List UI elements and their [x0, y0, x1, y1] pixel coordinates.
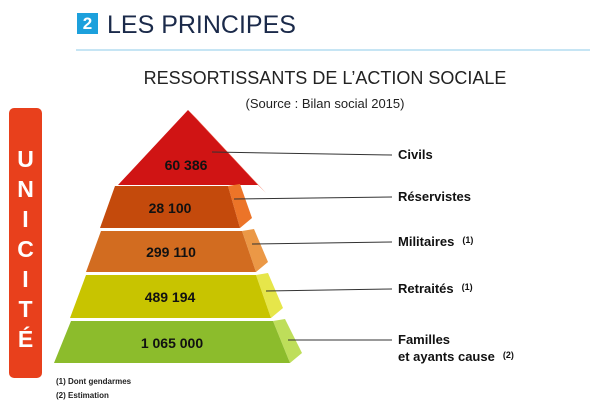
tier-note: (1): [462, 235, 473, 245]
diagram-subtitle: (Source : Bilan social 2015): [246, 96, 405, 111]
tier-note: (1): [462, 282, 473, 292]
footnote: (2) Estimation: [56, 391, 109, 400]
tier-label: Familles: [398, 332, 450, 347]
levels: 60 386 Civils 28 100 Réservistes 299 110 Mili…: [141, 147, 514, 364]
tier: [100, 186, 240, 228]
tier-value: 1 065 000: [141, 335, 203, 351]
leader-line: [251, 241, 393, 245]
tier-value: 28 100: [149, 200, 192, 216]
tier-value: 489 194: [145, 289, 196, 305]
pyramid: [54, 110, 302, 363]
tier-side: [228, 184, 252, 228]
tier-value: 60 386: [165, 157, 208, 173]
side-label: UNICITÉ: [17, 146, 34, 352]
leader-line: [233, 196, 393, 200]
tier-side: [273, 319, 302, 363]
tier-label: Militaires: [398, 234, 454, 249]
section-title: LES PRINCIPES: [107, 11, 296, 39]
tier-label: Civils: [398, 147, 433, 162]
tier: [118, 110, 258, 185]
diagram-title: RESSORTISSANTS DE L’ACTION SOCIALE: [144, 68, 507, 88]
footnote: (1) Dont gendarmes: [56, 377, 132, 386]
section-number: 2: [83, 14, 92, 33]
tier-label: Retraités: [398, 281, 454, 296]
tier-side: [242, 229, 268, 272]
leader-line: [211, 151, 393, 156]
tier-side: [188, 110, 266, 193]
tier-value: 299 110: [146, 244, 196, 260]
tier-label: Réservistes: [398, 189, 471, 204]
tier-side: [256, 273, 283, 318]
side-banner: UNICITÉ: [9, 108, 42, 378]
tier: [54, 321, 290, 363]
tier: [70, 275, 271, 318]
tier-label: et ayants cause: [398, 349, 495, 364]
tier-note: (2): [503, 350, 514, 360]
tier: [86, 231, 256, 272]
section-badge: [77, 13, 98, 34]
leader-line: [265, 288, 393, 292]
